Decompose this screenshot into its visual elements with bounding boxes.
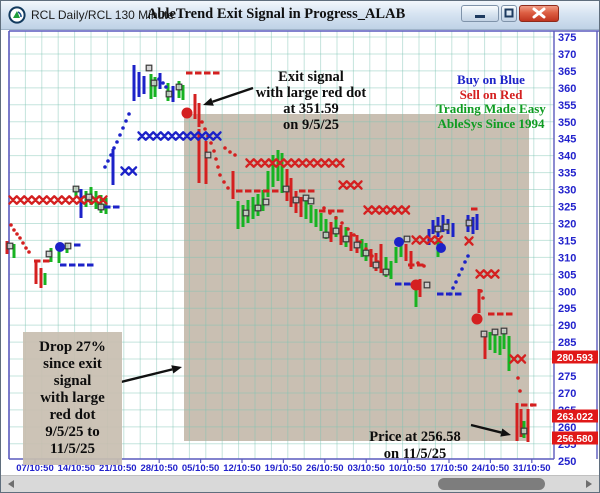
svg-text:12/10:50: 12/10:50 [223,463,261,474]
svg-text:17/10:50: 17/10:50 [430,463,468,474]
svg-text:375: 375 [558,32,576,44]
scrollbar-thumb[interactable] [438,478,545,490]
svg-text:335: 335 [558,168,576,180]
svg-text:05/10:50: 05/10:50 [182,463,220,474]
window-title-symbol: RCL Daily/RCL 130 Minute [31,8,175,22]
svg-text:24/10:50: 24/10:50 [472,463,510,474]
svg-text:330: 330 [558,185,576,197]
left-arrow-icon [4,480,14,488]
svg-text:340: 340 [558,151,576,163]
minimize-icon [475,15,485,18]
minimize-button[interactable] [461,5,499,22]
svg-text:03/10:50: 03/10:50 [347,463,385,474]
svg-text:31/10:50: 31/10:50 [513,463,551,474]
svg-text:350: 350 [558,117,576,129]
horizontal-scrollbar[interactable] [1,475,599,492]
svg-text:355: 355 [558,100,576,112]
svg-text:260: 260 [558,422,576,434]
svg-text:290: 290 [558,320,576,332]
svg-text:315: 315 [558,235,576,247]
window-title-main: AbleTrend Exit Signal in Progress_ALAB [146,6,406,22]
maximize-icon [504,8,514,18]
scroll-right-button[interactable] [584,476,599,492]
maximize-button[interactable] [501,5,517,22]
close-x-icon [532,7,546,19]
svg-text:305: 305 [558,269,576,281]
svg-text:19/10:50: 19/10:50 [265,463,303,474]
price-chart-canvas: 375 370 365 360 355 350 345 340 335 330 325 320 315 3… [5,30,599,474]
svg-text:300: 300 [558,286,576,298]
svg-text:26/10:50: 26/10:50 [306,463,344,474]
svg-text:365: 365 [558,66,576,78]
scroll-left-button[interactable] [1,476,16,492]
svg-text:345: 345 [558,134,576,146]
right-arrow-icon [586,480,596,488]
app-logo-icon [8,6,26,24]
svg-text:285: 285 [558,337,576,349]
svg-text:270: 270 [558,388,576,400]
svg-text:280.593: 280.593 [557,353,594,364]
svg-text:10/10:50: 10/10:50 [389,463,427,474]
svg-text:14/10:50: 14/10:50 [58,463,96,474]
svg-text:28/10:50: 28/10:50 [140,463,178,474]
svg-text:310: 310 [558,252,576,264]
svg-text:256.580: 256.580 [557,434,594,445]
svg-text:295: 295 [558,303,576,315]
svg-text:275: 275 [558,371,576,383]
svg-text:370: 370 [558,49,576,61]
svg-text:320: 320 [558,218,576,230]
svg-text:21/10:50: 21/10:50 [99,463,137,474]
svg-text:07/10:50: 07/10:50 [16,463,54,474]
close-button[interactable] [519,5,559,22]
svg-text:360: 360 [558,83,576,95]
title-bar: RCL Daily/RCL 130 Minute AbleTrend Exit … [1,1,599,30]
svg-text:325: 325 [558,202,576,214]
svg-text:263.022: 263.022 [557,412,594,423]
svg-text:250: 250 [558,456,576,468]
